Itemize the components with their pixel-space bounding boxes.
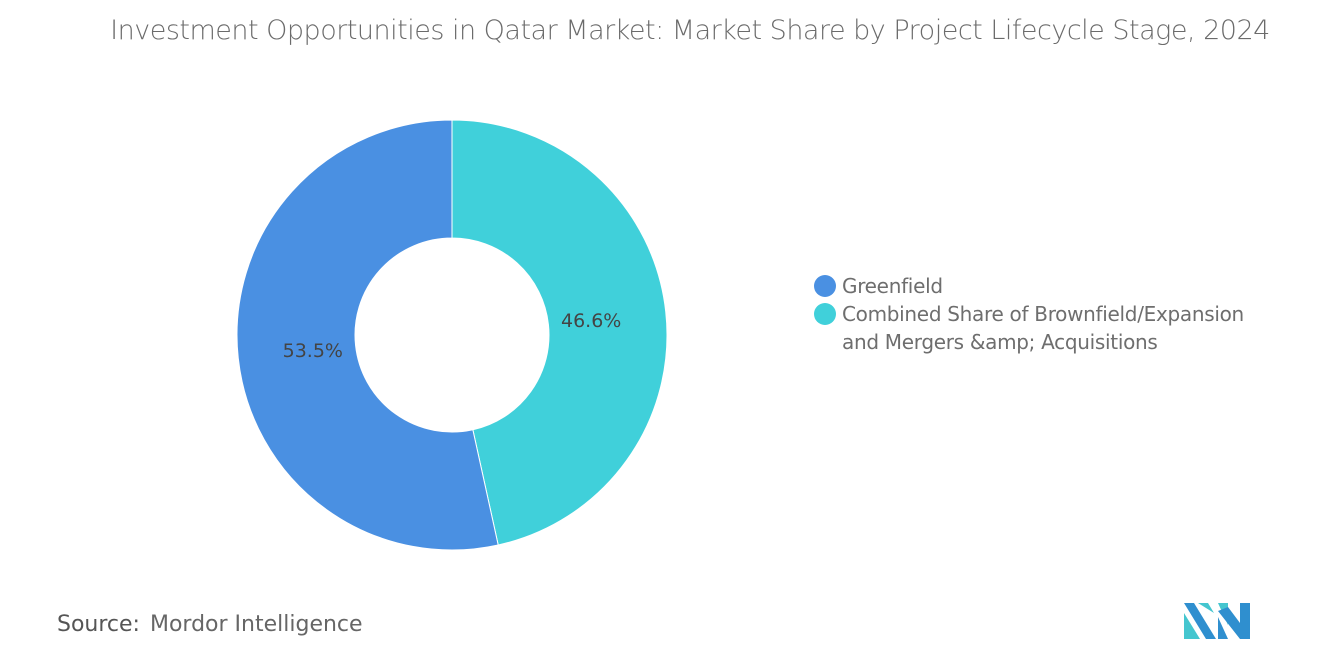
chart-title: Investment Opportunities in Qatar Market…	[110, 15, 1270, 46]
mordor-intelligence-logo	[1184, 603, 1250, 639]
legend-item-brownfield-ma[interactable]: Combined Share of Brownfield/Expansion a…	[814, 300, 1272, 356]
data-label-0: 53.5%	[283, 340, 343, 362]
donut-slice-0[interactable]	[236, 119, 499, 551]
legend-label: Combined Share of Brownfield/Expansion a…	[842, 302, 1244, 354]
legend-item-greenfield[interactable]: Greenfield	[814, 272, 1272, 300]
legend: Greenfield Combined Share of Brownfield/…	[814, 272, 1272, 356]
data-label-1: 46.6%	[561, 310, 621, 332]
donut-slice-1[interactable]	[451, 119, 668, 546]
source-note: Source: Mordor Intelligence	[57, 612, 363, 637]
legend-label: Greenfield	[842, 274, 943, 298]
legend-marker	[814, 275, 836, 297]
legend-marker	[814, 303, 836, 325]
source-label: Source:	[57, 612, 140, 637]
source-value: Mordor Intelligence	[149, 612, 363, 637]
